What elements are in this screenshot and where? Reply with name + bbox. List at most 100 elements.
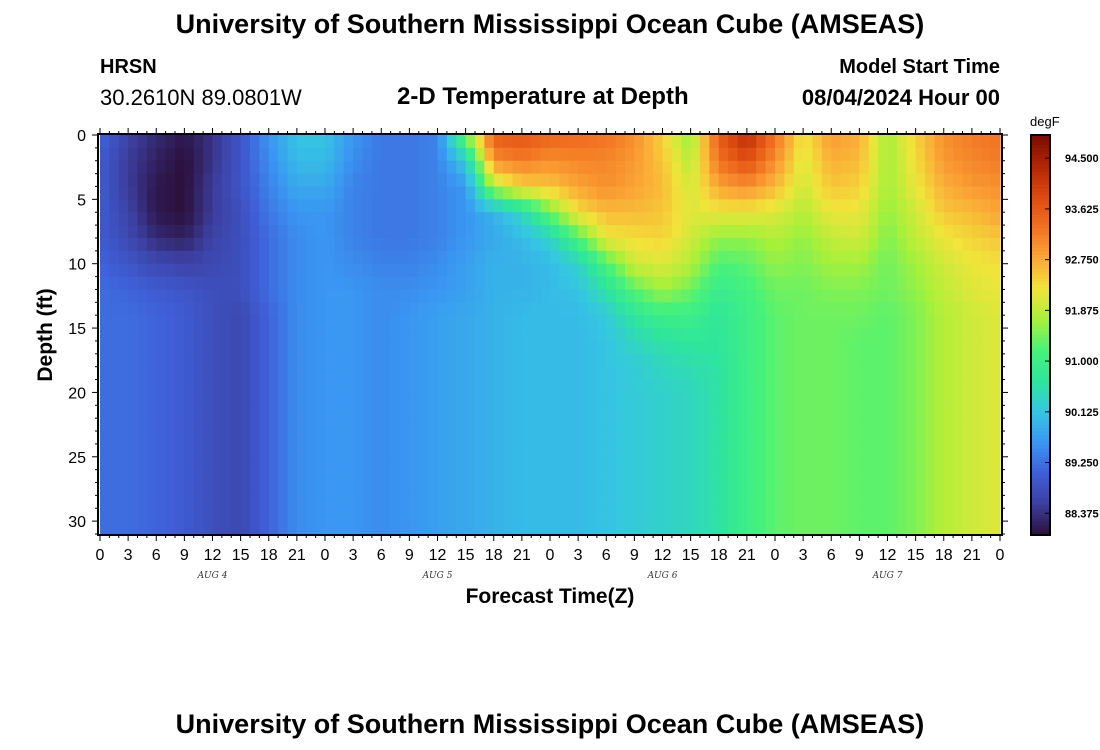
colorbar-swatch — [1031, 301, 1050, 306]
heatmap-cell — [925, 340, 935, 355]
heatmap-cell — [175, 289, 185, 303]
heatmap-cell — [296, 160, 307, 175]
heatmap-cell — [775, 366, 785, 381]
heatmap-cell — [465, 521, 476, 535]
heatmap-cell — [559, 315, 570, 329]
heatmap-cell — [240, 186, 251, 200]
heatmap-cell — [971, 173, 982, 188]
heatmap-cell — [906, 418, 917, 432]
heatmap-cell — [362, 160, 373, 175]
heatmap-cell — [718, 328, 729, 342]
heatmap-cell — [325, 340, 335, 355]
heatmap-cell — [343, 392, 354, 406]
heatmap-cell — [596, 443, 607, 458]
heatmap-cell — [418, 186, 429, 200]
heatmap-cell — [109, 199, 120, 213]
heatmap-cell — [446, 366, 457, 381]
heatmap-cell — [568, 302, 579, 316]
heatmap-cell — [606, 405, 617, 419]
heatmap-cell — [990, 469, 1001, 484]
heatmap-cell — [662, 225, 673, 239]
heatmap-cell — [409, 392, 420, 406]
heatmap-cell — [446, 173, 457, 188]
heatmap-cell — [896, 521, 907, 535]
heatmap-cell — [962, 250, 973, 265]
heatmap-cell — [109, 469, 120, 484]
heatmap-cell — [859, 225, 870, 239]
heatmap-cell — [859, 443, 870, 458]
heatmap-cell — [915, 276, 926, 291]
heatmap-cell — [896, 328, 907, 342]
heatmap-cell — [868, 482, 879, 496]
heatmap-cell — [653, 495, 664, 509]
heatmap-cell — [484, 469, 495, 484]
heatmap-cell — [465, 508, 476, 522]
heatmap-cell — [615, 353, 626, 368]
heatmap-cell — [671, 212, 682, 226]
heatmap-cell — [456, 212, 467, 226]
colorbar-swatch — [1031, 255, 1050, 259]
heatmap-cell — [165, 212, 176, 226]
heatmap-cell — [100, 199, 110, 213]
colorbar: 94.50093.62592.75091.87591.00090.12589.2… — [1030, 134, 1099, 536]
heatmap-cell — [146, 328, 157, 342]
heatmap-cell — [596, 521, 607, 535]
heatmap-cell — [662, 405, 673, 419]
heatmap-cell — [343, 482, 354, 496]
heatmap-cell — [100, 225, 110, 239]
heatmap-cell — [428, 379, 439, 394]
heatmap-cell — [165, 147, 176, 162]
heatmap-cell — [203, 225, 214, 239]
heatmap-cell — [831, 135, 842, 149]
heatmap-cell — [193, 225, 204, 239]
heatmap-cell — [540, 340, 551, 355]
x-tick-label: 9 — [405, 547, 414, 564]
heatmap-cell — [343, 340, 354, 355]
heatmap-cell — [634, 340, 645, 355]
heatmap-cell — [962, 302, 973, 316]
heatmap-cell — [784, 340, 795, 355]
heatmap-cell — [306, 263, 317, 278]
heatmap-cell — [765, 199, 776, 213]
heatmap-cell — [934, 353, 945, 368]
heatmap-cell — [990, 418, 1001, 432]
heatmap-cell — [156, 456, 167, 471]
heatmap-cell — [512, 147, 523, 162]
heatmap-cell — [709, 276, 720, 291]
heatmap-cell — [278, 302, 289, 316]
heatmap-cell — [812, 366, 823, 381]
heatmap-cell — [803, 405, 814, 419]
heatmap-cell — [484, 237, 495, 252]
heatmap-cell — [625, 147, 635, 162]
heatmap-cell — [943, 289, 954, 303]
heatmap-cell — [803, 521, 814, 535]
heatmap-cell — [737, 237, 748, 252]
heatmap-cell — [231, 418, 242, 432]
heatmap-cell — [868, 302, 879, 316]
heatmap-cell — [681, 392, 692, 406]
heatmap-cell — [100, 379, 110, 394]
heatmap-cell — [325, 289, 335, 303]
heatmap-cell — [587, 315, 598, 329]
heatmap-cell — [521, 289, 532, 303]
heatmap-cell — [400, 276, 410, 291]
heatmap-cell — [643, 431, 654, 445]
heatmap-cell — [850, 353, 860, 368]
heatmap-cell — [353, 135, 364, 149]
heatmap-cell — [381, 392, 392, 406]
heatmap-cell — [925, 147, 935, 162]
heatmap-cell — [850, 482, 860, 496]
heatmap-cell — [334, 379, 345, 394]
heatmap-cell — [868, 456, 879, 471]
heatmap-cell — [259, 160, 270, 175]
heatmap-cell — [596, 495, 607, 509]
heatmap-cell — [231, 315, 242, 329]
heatmap-cell — [465, 366, 476, 381]
heatmap-cell — [362, 443, 373, 458]
heatmap-cell — [746, 353, 757, 368]
heatmap-cell — [493, 147, 504, 162]
heatmap-cell — [981, 405, 992, 419]
heatmap-cell — [475, 495, 485, 509]
colorbar-swatch — [1031, 335, 1050, 339]
